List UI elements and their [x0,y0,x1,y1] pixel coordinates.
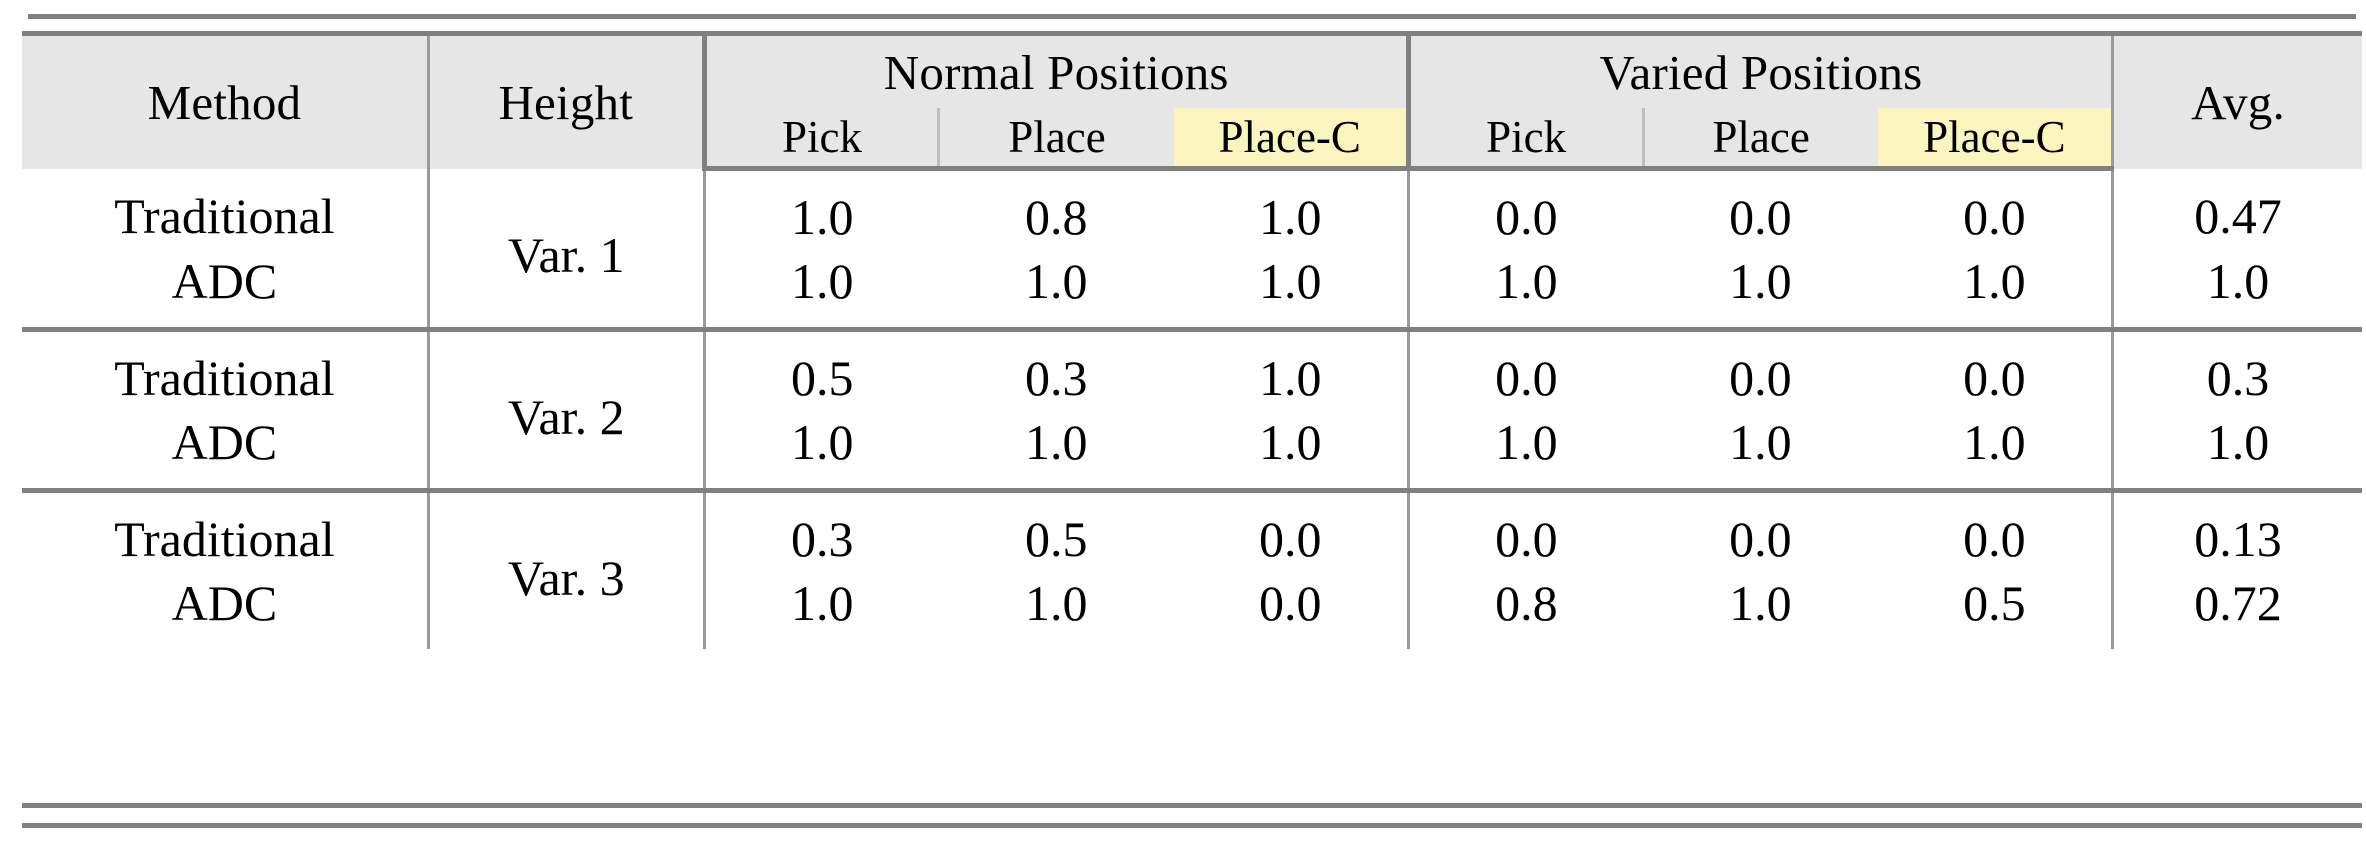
column-header-varied-pick: Pick [1408,108,1645,171]
cell-normal-place-c: 1.0 [1173,327,1410,410]
cell-normal-place-c: 1.0 [1173,168,1410,249]
table-row: ADC 1.0 1.0 1.0 1.0 1.0 1.0 1.0 [22,410,2362,491]
cell-method: Traditional [22,327,430,410]
cell-normal-pick: 0.5 [704,327,939,410]
table-row: ADC 1.0 1.0 0.0 0.8 1.0 0.5 0.72 [22,571,2362,649]
column-header-avg: Avg. [2112,36,2362,169]
cell-avg: 0.72 [2112,571,2362,649]
cell-varied-place-c: 1.0 [1877,249,2115,330]
cell-varied-pick: 0.0 [1408,488,1644,571]
table-header: Method Height Normal Positions Varied Po… [22,36,2362,171]
table-row: Traditional Var. 3 0.3 0.5 0.0 0.0 0.0 0… [22,488,2362,649]
column-header-normal-pick: Pick [704,108,941,171]
table-row: Traditional Var. 1 1.0 0.8 1.0 0.0 0.0 0… [22,168,2362,330]
cell-avg: 1.0 [2112,249,2362,330]
cell-method: Traditional [22,488,430,571]
cell-method: ADC [22,249,430,330]
cell-normal-place-c: 1.0 [1173,249,1410,330]
cell-varied-place: 1.0 [1643,410,1878,491]
column-header-normal-place: Place [938,108,1174,171]
cell-varied-place-c: 1.0 [1877,410,2115,491]
cell-varied-place: 0.0 [1643,488,1878,571]
cell-height: Var. 3 [428,488,706,649]
table-bottom-inner-rule [22,803,2362,808]
cell-method: Traditional [22,168,430,249]
cell-normal-place: 1.0 [938,571,1174,649]
cell-varied-pick: 0.8 [1408,571,1644,649]
cell-height: Var. 1 [428,168,706,330]
cell-method: ADC [22,571,430,649]
column-header-normal-place-c: Place-C [1173,108,1411,171]
cell-normal-place: 0.3 [938,327,1174,410]
cell-avg: 1.0 [2112,410,2362,491]
cell-varied-place-c: 0.0 [1877,327,2115,410]
cell-normal-pick: 0.3 [704,488,939,571]
table-row: Traditional Var. 2 0.5 0.3 1.0 0.0 0.0 0… [22,327,2362,491]
cell-normal-pick: 1.0 [704,249,939,330]
cell-varied-pick: 1.0 [1408,410,1644,491]
cell-normal-place: 1.0 [938,410,1174,491]
cell-varied-pick: 1.0 [1408,249,1644,330]
cell-normal-place: 0.5 [938,488,1174,571]
table-row: ADC 1.0 1.0 1.0 1.0 1.0 1.0 1.0 [22,249,2362,330]
header-row-subcolumns: Pick Place Place-C Pick Place Place-C [22,108,2362,171]
cell-avg: 0.47 [2112,168,2362,249]
table-body: Traditional Var. 1 1.0 0.8 1.0 0.0 0.0 0… [22,168,2362,649]
column-group-header-normal-positions: Normal Positions [704,36,1411,108]
cell-height: Var. 2 [428,327,706,491]
cell-varied-place-c: 0.0 [1877,168,2115,249]
results-table: Method Height Normal Positions Varied Po… [22,36,2362,649]
column-header-method: Method [22,36,430,169]
column-group-header-varied-positions: Varied Positions [1408,36,2115,108]
cell-normal-pick: 1.0 [704,410,939,491]
cell-varied-place: 0.0 [1643,168,1878,249]
table-top-inner-rule [22,31,2362,36]
cell-avg: 0.13 [2112,488,2362,571]
cell-varied-place: 0.0 [1643,327,1878,410]
cell-varied-place-c: 0.0 [1877,488,2115,571]
table-top-outer-rule [28,14,2356,19]
cell-normal-pick: 1.0 [704,571,939,649]
cell-varied-pick: 0.0 [1408,327,1644,410]
column-header-height: Height [428,36,707,169]
cell-avg: 0.3 [2112,327,2362,410]
table-bottom-outer-rule [22,823,2362,828]
cell-method: ADC [22,410,430,491]
cell-normal-place: 0.8 [938,168,1174,249]
cell-normal-place-c: 0.0 [1173,488,1410,571]
cell-varied-pick: 0.0 [1408,168,1644,249]
cell-varied-place-c: 0.5 [1877,571,2115,649]
cell-normal-pick: 1.0 [704,168,939,249]
header-row-groups: Method Height Normal Positions Varied Po… [22,36,2362,169]
cell-varied-place: 1.0 [1643,249,1878,330]
cell-normal-place-c: 0.0 [1173,571,1410,649]
column-header-varied-place: Place [1643,108,1878,171]
cell-normal-place-c: 1.0 [1173,410,1410,491]
cell-normal-place: 1.0 [938,249,1174,330]
column-header-varied-place-c: Place-C [1877,108,2115,171]
cell-varied-place: 1.0 [1643,571,1878,649]
